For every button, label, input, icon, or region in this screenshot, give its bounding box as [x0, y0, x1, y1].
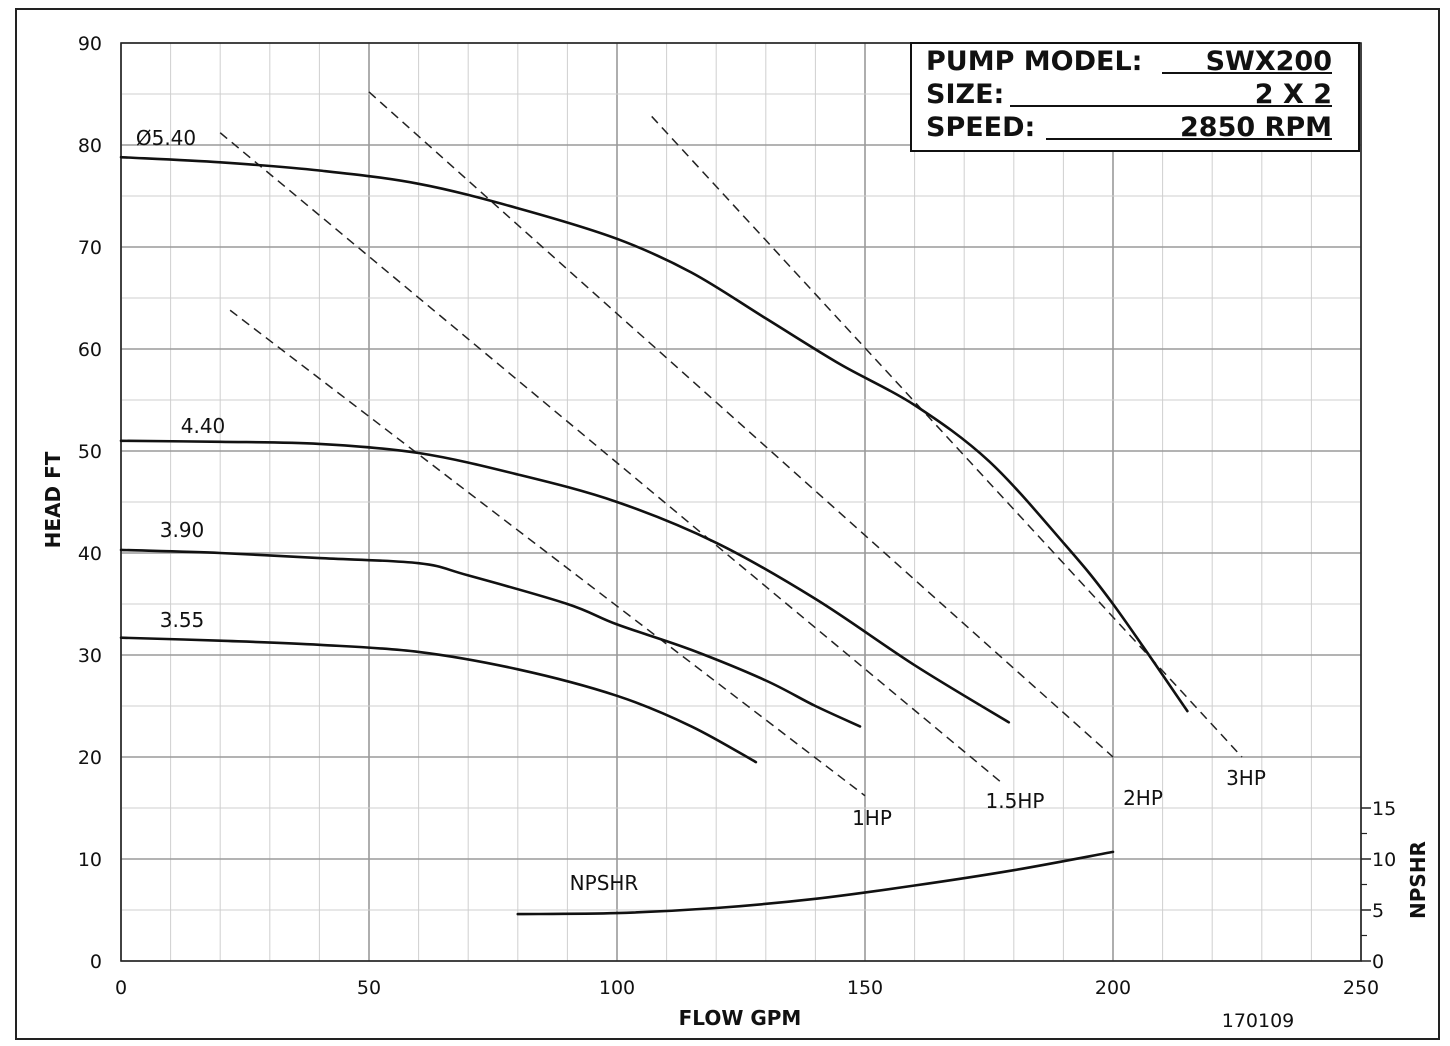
impeller-curve-d5.40	[119, 155, 1189, 713]
x-tick-label: 250	[1343, 977, 1379, 999]
size-value: 2 X 2	[1255, 79, 1332, 110]
power-line-1hp	[229, 309, 866, 797]
x-tick-label: 150	[847, 977, 883, 999]
x-tick-label: 50	[357, 977, 381, 999]
y-tick-label: 10	[78, 849, 102, 871]
power-line-3hp	[651, 115, 1243, 758]
x-tick-label: 0	[115, 977, 127, 999]
impeller-curve-label: 3.90	[160, 518, 205, 542]
power-line-label: 3HP	[1226, 766, 1266, 790]
power-line-label: 1HP	[852, 806, 892, 830]
y-tick-label: 50	[78, 441, 102, 463]
x-axis-title: FLOW GPM	[679, 1006, 802, 1030]
power-line-label: 2HP	[1123, 786, 1163, 810]
y-tick-label: 80	[78, 135, 102, 157]
y2-tick-label: 15	[1372, 798, 1396, 820]
grid	[120, 42, 1362, 962]
y2-tick-label: 5	[1372, 900, 1384, 922]
y-tick-label: 30	[78, 645, 102, 667]
axes: 0 50 100 150 200 250 0 10 20 30 40 50 60 70 80 90 0 5 10 15	[78, 33, 1396, 999]
plot-area-border	[120, 42, 1362, 962]
speed-label: SPEED:	[926, 112, 1035, 143]
footnote: 170109	[1222, 1010, 1295, 1032]
y-axis-title: HEAD FT	[41, 451, 65, 548]
npshr-curve-label: NPSHR	[570, 871, 639, 895]
x-tick-label: 200	[1095, 977, 1131, 999]
pump-model-label: PUMP MODEL:	[926, 46, 1142, 77]
npshr-curve	[516, 850, 1115, 916]
y-tick-label: 40	[78, 543, 102, 565]
power-line-1-5hp	[219, 132, 1005, 786]
y-tick-label: 60	[78, 339, 102, 361]
impeller-curve-label: Ø5.40	[136, 126, 196, 150]
y-tick-label: 20	[78, 747, 102, 769]
chart-frame	[15, 8, 1440, 1040]
y2-tick-label: 10	[1372, 849, 1396, 871]
impeller-curve-label: 3.55	[160, 608, 205, 632]
pump-model-value: SWX200	[1206, 46, 1332, 77]
power-line-2hp	[368, 91, 1114, 758]
head-curves	[119, 155, 1189, 916]
y2-tick-label: 0	[1372, 951, 1384, 973]
x-tick-label: 100	[599, 977, 635, 999]
y-tick-label: 90	[78, 33, 102, 55]
impeller-curve-3.90	[119, 548, 862, 728]
y-tick-label: 70	[78, 237, 102, 259]
labels: 1HP 1.5HP 2HP 3HP Ø5.40 4.40 3.90 3.55 NPSHR	[136, 126, 1266, 895]
power-line-label: 1.5HP	[986, 789, 1045, 813]
npshr-axis-title: NPSHR	[1406, 841, 1430, 919]
impeller-curve-3.55	[119, 636, 758, 764]
speed-value: 2850 RPM	[1180, 112, 1332, 143]
power-lines	[219, 91, 1243, 797]
info-box: PUMP MODEL: SWX200 SIZE: 2 X 2 SPEED: 28…	[910, 42, 1360, 152]
size-label: SIZE:	[926, 79, 1004, 110]
impeller-curve-4.40	[119, 439, 1011, 724]
impeller-curve-label: 4.40	[181, 414, 226, 438]
y-tick-label: 0	[90, 951, 102, 973]
